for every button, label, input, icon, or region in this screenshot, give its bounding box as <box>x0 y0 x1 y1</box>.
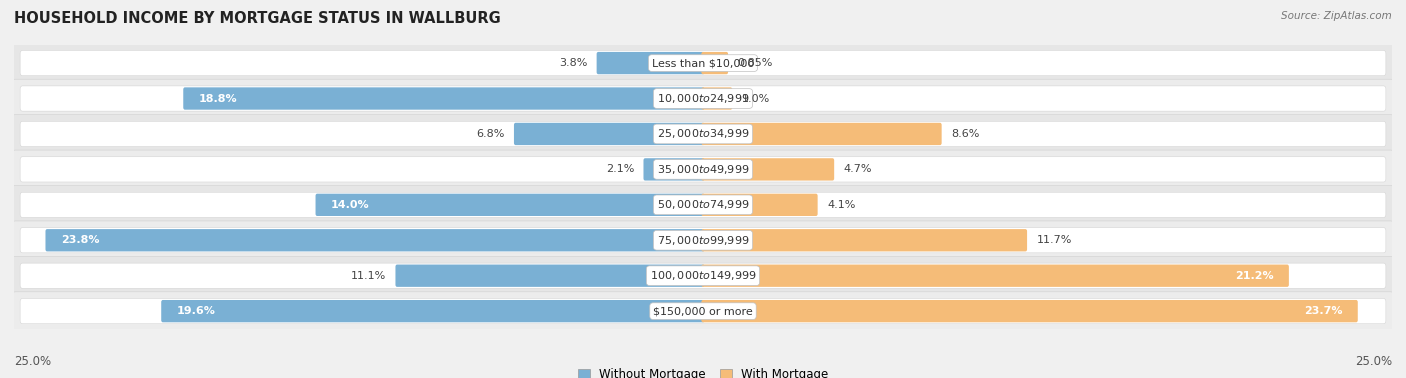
FancyBboxPatch shape <box>11 115 1395 153</box>
FancyBboxPatch shape <box>20 299 1386 324</box>
Text: 25.0%: 25.0% <box>14 355 51 368</box>
FancyBboxPatch shape <box>644 158 704 181</box>
Text: 4.1%: 4.1% <box>827 200 855 210</box>
Text: 19.6%: 19.6% <box>177 306 215 316</box>
FancyBboxPatch shape <box>20 51 1386 76</box>
Text: 23.7%: 23.7% <box>1303 306 1343 316</box>
Text: Source: ZipAtlas.com: Source: ZipAtlas.com <box>1281 11 1392 21</box>
FancyBboxPatch shape <box>702 52 728 74</box>
FancyBboxPatch shape <box>515 123 704 145</box>
FancyBboxPatch shape <box>11 256 1395 295</box>
Text: $10,000 to $24,999: $10,000 to $24,999 <box>657 92 749 105</box>
Text: 11.7%: 11.7% <box>1036 235 1071 245</box>
Text: $35,000 to $49,999: $35,000 to $49,999 <box>657 163 749 176</box>
FancyBboxPatch shape <box>596 52 704 74</box>
Text: 25.0%: 25.0% <box>1355 355 1392 368</box>
FancyBboxPatch shape <box>11 292 1395 330</box>
FancyBboxPatch shape <box>20 192 1386 217</box>
Text: 23.8%: 23.8% <box>60 235 100 245</box>
Text: $100,000 to $149,999: $100,000 to $149,999 <box>650 269 756 282</box>
Text: $50,000 to $74,999: $50,000 to $74,999 <box>657 198 749 211</box>
Text: 8.6%: 8.6% <box>950 129 980 139</box>
Text: 11.1%: 11.1% <box>352 271 387 281</box>
FancyBboxPatch shape <box>702 87 733 110</box>
FancyBboxPatch shape <box>702 229 1026 251</box>
FancyBboxPatch shape <box>11 186 1395 224</box>
Text: 1.0%: 1.0% <box>741 93 770 104</box>
FancyBboxPatch shape <box>702 300 1358 322</box>
FancyBboxPatch shape <box>315 194 704 216</box>
Text: 4.7%: 4.7% <box>844 164 872 174</box>
Text: 2.1%: 2.1% <box>606 164 634 174</box>
FancyBboxPatch shape <box>702 123 942 145</box>
FancyBboxPatch shape <box>702 194 818 216</box>
FancyBboxPatch shape <box>11 44 1395 82</box>
Text: $75,000 to $99,999: $75,000 to $99,999 <box>657 234 749 247</box>
FancyBboxPatch shape <box>702 158 834 181</box>
Text: 18.8%: 18.8% <box>198 93 238 104</box>
FancyBboxPatch shape <box>45 229 704 251</box>
Text: 0.85%: 0.85% <box>738 58 773 68</box>
FancyBboxPatch shape <box>702 265 1289 287</box>
FancyBboxPatch shape <box>20 157 1386 182</box>
Text: $150,000 or more: $150,000 or more <box>654 306 752 316</box>
FancyBboxPatch shape <box>20 228 1386 253</box>
FancyBboxPatch shape <box>20 121 1386 147</box>
FancyBboxPatch shape <box>162 300 704 322</box>
Text: HOUSEHOLD INCOME BY MORTGAGE STATUS IN WALLBURG: HOUSEHOLD INCOME BY MORTGAGE STATUS IN W… <box>14 11 501 26</box>
Text: 14.0%: 14.0% <box>330 200 370 210</box>
Text: 6.8%: 6.8% <box>477 129 505 139</box>
FancyBboxPatch shape <box>395 265 704 287</box>
FancyBboxPatch shape <box>20 86 1386 111</box>
Legend: Without Mortgage, With Mortgage: Without Mortgage, With Mortgage <box>574 363 832 378</box>
Text: $25,000 to $34,999: $25,000 to $34,999 <box>657 127 749 141</box>
FancyBboxPatch shape <box>20 263 1386 288</box>
Text: 21.2%: 21.2% <box>1234 271 1274 281</box>
FancyBboxPatch shape <box>11 79 1395 118</box>
FancyBboxPatch shape <box>11 221 1395 260</box>
Text: 3.8%: 3.8% <box>558 58 588 68</box>
FancyBboxPatch shape <box>11 150 1395 189</box>
FancyBboxPatch shape <box>183 87 704 110</box>
Text: Less than $10,000: Less than $10,000 <box>652 58 754 68</box>
